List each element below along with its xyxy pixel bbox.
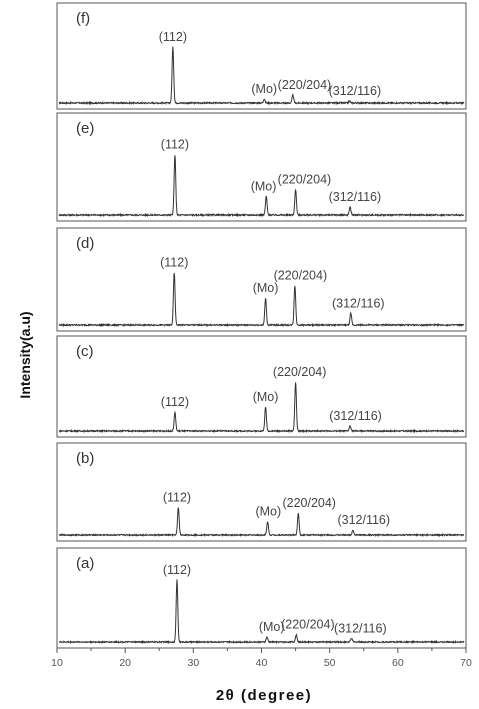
panel-a: (112) (Mo)(220/204) (312/116) (a) — [56, 547, 467, 649]
panel-frame — [56, 112, 467, 222]
peak-label: (312/116) — [334, 621, 387, 635]
xrd-trace — [58, 507, 465, 538]
panel-frame — [56, 227, 467, 332]
panel-frame — [56, 442, 467, 542]
x-tick-label: 40 — [256, 657, 268, 669]
peak-label: (112) — [161, 395, 189, 409]
peak-label: (220/204) — [274, 268, 328, 282]
peak-label: (312/116) — [332, 297, 385, 311]
peak-label: (312/116) — [337, 513, 390, 527]
y-axis-title: Intensity(a.u) — [17, 311, 33, 398]
xrd-trace — [58, 272, 465, 328]
peak-label: (Mo) — [253, 281, 279, 295]
x-tick-label: 50 — [324, 657, 336, 669]
panel-label: (e) — [76, 120, 94, 137]
peak-label: (220/204) — [278, 173, 332, 187]
peak-label: (Mo) — [251, 82, 277, 96]
xrd-trace — [58, 579, 465, 645]
peak-label: (220/204) — [278, 78, 332, 92]
x-axis-title: 2θ (degree) — [216, 687, 312, 704]
x-tick-label: 70 — [460, 657, 472, 669]
xrd-trace — [58, 382, 465, 434]
panel-label: (c) — [76, 343, 94, 360]
x-tick-label: 30 — [187, 657, 199, 669]
x-axis: 10 20 30 40 50 60 70 — [51, 648, 472, 669]
peak-label: (112) — [160, 256, 188, 270]
peak-label: (312/116) — [329, 190, 382, 204]
xrd-trace — [58, 46, 465, 106]
panel-label: (d) — [76, 235, 94, 252]
panel-frame — [56, 335, 467, 438]
x-tick-label: 20 — [119, 657, 131, 669]
panel-d: (112) (Mo)(220/204) (312/116) (d) — [56, 227, 467, 332]
peak-label: (112) — [163, 563, 191, 577]
panel-f: (112) (Mo) (220/204)(312/116) (f) — [56, 2, 467, 110]
panel-label: (a) — [76, 555, 94, 572]
peak-label: (112) — [161, 138, 189, 152]
x-tick-label: 60 — [392, 657, 404, 669]
panel-c: (112) (Mo) (220/204) (312/116) (c) — [56, 335, 467, 438]
peak-label: (220/204) — [273, 365, 327, 379]
peak-label: (Mo) — [259, 620, 285, 634]
panel-b: (112) (Mo)(220/204)(312/116) (b) — [56, 442, 467, 542]
panel-label: (b) — [76, 450, 94, 467]
peak-label: (112) — [163, 491, 191, 505]
panel-frame — [56, 2, 467, 110]
panel-e: (112) (Mo) (220/204) (312/116) (e) — [56, 112, 467, 222]
peak-label: (112) — [159, 30, 187, 44]
peak-label: (Mo) — [251, 179, 277, 193]
x-tick-label: 10 — [51, 657, 63, 669]
peak-label: (Mo) — [253, 390, 279, 404]
panel-label: (f) — [76, 10, 90, 27]
panels-layer: (112)(Mo) (220/204)(312/116)(f)(112)(Mo)(… — [56, 2, 467, 649]
xrd-trace — [58, 155, 464, 218]
peak-label: (220/204) — [281, 618, 335, 632]
peak-label: (Mo) — [255, 505, 281, 519]
peak-label: (312/116) — [329, 84, 382, 98]
peak-label: (312/116) — [329, 409, 382, 423]
peak-label: (220/204) — [282, 496, 336, 510]
